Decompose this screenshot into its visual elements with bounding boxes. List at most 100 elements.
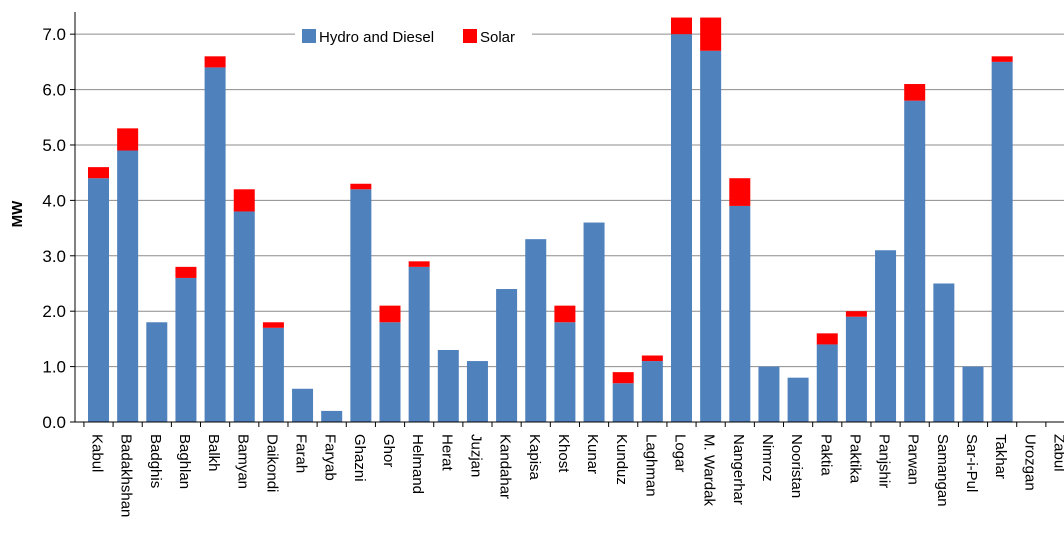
bar-kunar-hydro-and-diesel xyxy=(583,222,605,422)
bar-bamyan-solar xyxy=(233,189,255,212)
bar-ghor-hydro-and-diesel xyxy=(379,322,401,422)
bar-laghman-solar xyxy=(641,355,663,362)
bar-farah-hydro-and-diesel xyxy=(292,388,314,422)
bar-khost-hydro-and-diesel xyxy=(554,322,576,422)
y-tick-label-1: 1.0 xyxy=(42,358,66,377)
x-tick-label-4: Balkh xyxy=(205,434,222,472)
bar-badghis-hydro-and-diesel xyxy=(146,322,168,422)
x-tick-label-17: Kunar xyxy=(584,434,601,474)
bar-kunduz-solar xyxy=(612,372,634,384)
x-tick-label-9: Ghazni xyxy=(351,434,368,482)
bar-baghlan-hydro-and-diesel xyxy=(175,277,197,422)
bar-helmand-solar xyxy=(408,261,430,267)
bar-panjshir-hydro-and-diesel xyxy=(875,250,897,422)
x-tick-label-29: Samangan xyxy=(934,434,951,507)
bar-m-wardak-solar xyxy=(700,17,722,51)
tick-labels: 0.0 1.0 2.0 3.0 4.0 5.0 6.0 7.0 Kabul Badakhshan B… xyxy=(42,25,1064,517)
x-tick-label-24: Nooristan xyxy=(788,434,805,498)
y-tick-label-2: 2.0 xyxy=(42,302,66,321)
x-tick-label-25: Paktia xyxy=(817,434,834,476)
axes xyxy=(74,12,1064,427)
bar-faryab-hydro-and-diesel xyxy=(321,410,343,422)
bar-ghazni-hydro-and-diesel xyxy=(350,189,372,422)
x-tick-label-1: Badakhshan xyxy=(118,434,135,517)
x-tick-label-14: Kandahar xyxy=(497,434,514,499)
bar-parwan-solar xyxy=(904,84,926,101)
bar-badakhshan-solar xyxy=(117,128,139,151)
bar-logar-hydro-and-diesel xyxy=(671,34,692,422)
y-tick-label-7: 7.0 xyxy=(42,25,66,44)
bar-baghlan-solar xyxy=(175,266,197,278)
bar-logar-solar xyxy=(671,17,692,35)
y-tick-label-6: 6.0 xyxy=(42,81,66,100)
x-tick-label-7: Farah xyxy=(293,434,310,473)
x-tick-label-23: Nimroz xyxy=(759,434,776,482)
x-tick-label-22: Nangerhar xyxy=(730,434,747,505)
x-tick-label-11: Helmand xyxy=(409,434,426,494)
bar-samangan-hydro-and-diesel xyxy=(933,283,955,422)
bar-badakhshan-hydro-and-diesel xyxy=(117,150,139,422)
x-tick-label-16: Khost xyxy=(555,434,572,473)
bar-daikondi-solar xyxy=(262,322,284,328)
bar-helmand-hydro-and-diesel xyxy=(408,266,430,422)
bar-nangerhar-hydro-and-diesel xyxy=(729,205,751,422)
bar-kunduz-hydro-and-diesel xyxy=(612,383,634,422)
bar-balkh-solar xyxy=(204,56,226,68)
x-tick-label-26: Paktika xyxy=(846,434,863,484)
x-tick-label-18: Kunduz xyxy=(613,434,630,485)
x-tick-label-2: Badghis xyxy=(147,434,164,488)
bar-nangerhar-solar xyxy=(729,178,751,206)
bar-m-wardak-hydro-and-diesel xyxy=(700,50,722,422)
bar-ghazni-solar xyxy=(350,183,372,190)
bars xyxy=(88,17,1013,423)
x-tick-label-31: Takhar xyxy=(992,434,1009,479)
y-tick-label-3: 3.0 xyxy=(42,247,66,266)
x-tick-label-19: Laghman xyxy=(642,434,659,497)
x-tick-label-30: Sar-i-Pul xyxy=(963,434,980,492)
x-tick-label-21: M. Wardak xyxy=(701,434,718,506)
x-tick-label-28: Parwan xyxy=(905,434,922,485)
bar-laghman-hydro-and-diesel xyxy=(641,361,663,422)
legend-swatch-hydro-and-diesel xyxy=(302,29,316,43)
legend-label-hydro-and-diesel: Hydro and Diesel xyxy=(319,29,434,46)
bar-daikondi-hydro-and-diesel xyxy=(262,327,284,422)
x-tick-label-3: Baghlan xyxy=(176,434,193,489)
y-tick-label-4: 4.0 xyxy=(42,191,66,210)
x-tick-label-8: Faryab xyxy=(322,434,339,481)
bar-sar-i-pul-hydro-and-diesel xyxy=(962,366,984,422)
y-axis-label: MW xyxy=(9,200,26,227)
y-tick-label-0: 0.0 xyxy=(42,413,66,432)
legend: Hydro and Diesel Solar xyxy=(295,25,532,47)
bar-ghor-solar xyxy=(379,305,401,323)
bar-paktika-hydro-and-diesel xyxy=(845,316,867,422)
bar-kandahar-hydro-and-diesel xyxy=(496,289,518,422)
bar-nooristan-hydro-and-diesel xyxy=(787,377,809,422)
bar-khost-solar xyxy=(554,305,576,323)
bar-kabul-hydro-and-diesel xyxy=(88,178,109,422)
bar-kapisa-hydro-and-diesel xyxy=(525,239,547,422)
x-tick-label-32: Urozgan xyxy=(1021,434,1038,491)
x-tick-label-6: Daikondi xyxy=(263,434,280,492)
x-tick-label-20: Logar xyxy=(672,434,689,472)
x-tick-label-10: Ghor xyxy=(380,434,397,467)
bar-bamyan-hydro-and-diesel xyxy=(233,211,255,422)
bar-kabul-solar xyxy=(88,167,109,179)
bar-paktia-hydro-and-diesel xyxy=(816,344,838,422)
bar-takhar-solar xyxy=(991,56,1013,62)
y-tick-label-5: 5.0 xyxy=(42,136,66,155)
x-tick-label-12: Herat xyxy=(438,434,455,472)
bar-paktia-solar xyxy=(816,333,838,345)
x-tick-label-15: Kapisa xyxy=(526,434,543,481)
bar-herat-hydro-and-diesel xyxy=(437,349,459,422)
legend-swatch-solar xyxy=(463,29,477,43)
x-tick-label-13: Juzjan xyxy=(467,434,484,477)
x-tick-label-33: Zabul xyxy=(1050,434,1064,472)
bar-takhar-hydro-and-diesel xyxy=(991,61,1013,422)
x-tick-label-0: Kabul xyxy=(89,434,106,472)
x-tick-label-27: Panjshir xyxy=(876,434,893,488)
bar-juzjan-hydro-and-diesel xyxy=(466,361,488,422)
x-tick-label-5: Bamyan xyxy=(234,434,251,489)
bar-nimroz-hydro-and-diesel xyxy=(758,366,780,422)
legend-label-solar: Solar xyxy=(480,29,515,46)
